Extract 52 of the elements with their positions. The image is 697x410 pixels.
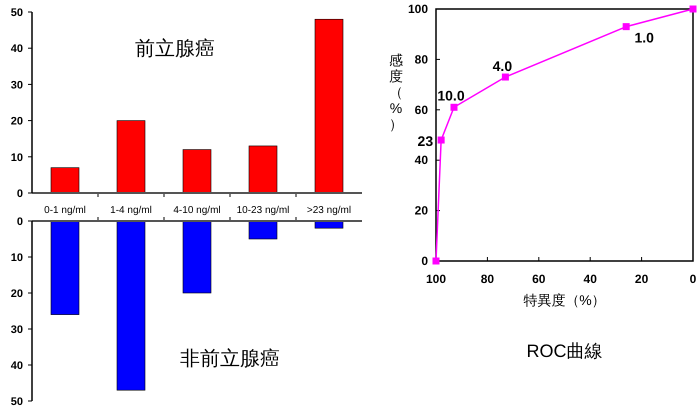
- y-tick-label: 50: [10, 7, 23, 19]
- annotation: 非前立腺癌: [180, 348, 280, 370]
- bar: [182, 220, 212, 294]
- x-tick-label: 40: [584, 272, 598, 286]
- point: [438, 136, 445, 144]
- y-tick-label: 40: [10, 43, 23, 56]
- bar: [116, 220, 146, 390]
- y-tick-label: 30: [10, 79, 23, 92]
- point: [622, 23, 630, 30]
- bar: [248, 220, 278, 240]
- point: [432, 258, 440, 264]
- y-tick-label: 20: [10, 288, 23, 300]
- y-tick-label: 60: [414, 102, 428, 117]
- annotation: 4.0: [492, 58, 512, 74]
- y-tick-label: 20: [10, 116, 23, 128]
- y-tick-label: 40: [414, 153, 428, 168]
- x-tick-label: 10-23 ng/ml: [236, 205, 290, 216]
- y-tick-label: 10: [10, 152, 23, 164]
- y-tick-label: 10: [10, 252, 23, 264]
- x-tick-label: 4-10 ng/ml: [173, 205, 221, 216]
- x-tick-label: 80: [480, 272, 494, 286]
- y-axis-title: 感度（%）: [389, 52, 403, 132]
- annotation: 23: [418, 133, 434, 150]
- bar: [314, 18, 344, 194]
- x-axis-title: 特異度（%）: [523, 292, 606, 308]
- text: ROC曲線: [526, 341, 602, 361]
- x-tick-label: >23 ng/ml: [306, 205, 352, 216]
- annotation: 前立腺癌: [135, 38, 215, 60]
- x-tick-label: 0-1 ng/ml: [44, 205, 86, 216]
- x-tick-label: 60: [532, 272, 546, 286]
- point: [690, 6, 696, 12]
- point: [450, 104, 458, 111]
- x-tick-label: 0: [690, 272, 697, 286]
- y-tick-label: 50: [10, 396, 23, 408]
- y-tick-label: 30: [10, 324, 23, 336]
- annotation: 1.0: [634, 30, 654, 46]
- bar: [116, 120, 146, 194]
- annotation: 10.0: [437, 87, 465, 104]
- y-tick-label: 100: [408, 2, 428, 16]
- bar: [50, 167, 80, 194]
- bar: [182, 149, 212, 194]
- y-tick-label: 80: [414, 52, 428, 66]
- point: [502, 74, 509, 81]
- bar: [248, 146, 278, 194]
- x-tick-label: 100: [426, 272, 446, 286]
- y-tick-label: 0: [16, 188, 23, 200]
- bar: [50, 220, 80, 315]
- x-tick-label: 20: [634, 272, 649, 286]
- y-tick-label: 40: [10, 360, 23, 372]
- y-tick-label: 0: [421, 254, 428, 268]
- y-tick-label: 0: [16, 216, 23, 228]
- x-tick-label: 1-4 ng/ml: [110, 205, 152, 216]
